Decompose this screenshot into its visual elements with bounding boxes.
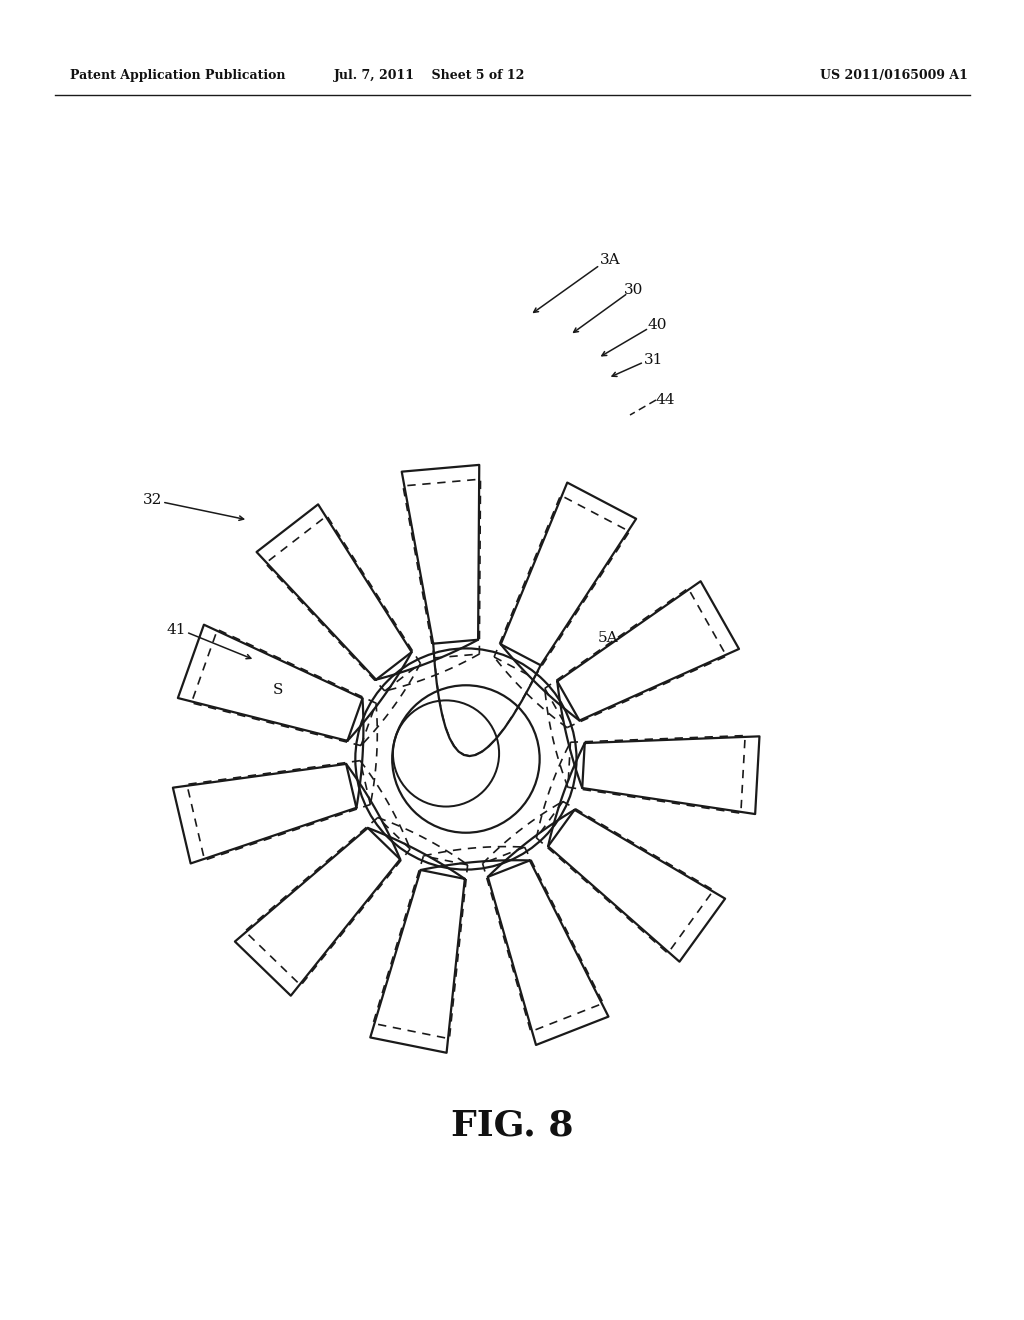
- Text: Jul. 7, 2011    Sheet 5 of 12: Jul. 7, 2011 Sheet 5 of 12: [334, 69, 525, 82]
- Text: 40: 40: [647, 318, 667, 333]
- Text: 30: 30: [624, 282, 643, 297]
- Text: S: S: [272, 682, 284, 697]
- Text: 32: 32: [142, 492, 162, 507]
- Text: 31: 31: [644, 352, 664, 367]
- Text: 41: 41: [167, 623, 186, 638]
- Text: FIG. 8: FIG. 8: [451, 1107, 573, 1142]
- Text: Patent Application Publication: Patent Application Publication: [70, 69, 286, 82]
- Text: 3A: 3A: [600, 253, 621, 267]
- Text: 5A: 5A: [598, 631, 618, 645]
- Text: 44: 44: [656, 393, 676, 407]
- Text: US 2011/0165009 A1: US 2011/0165009 A1: [820, 69, 968, 82]
